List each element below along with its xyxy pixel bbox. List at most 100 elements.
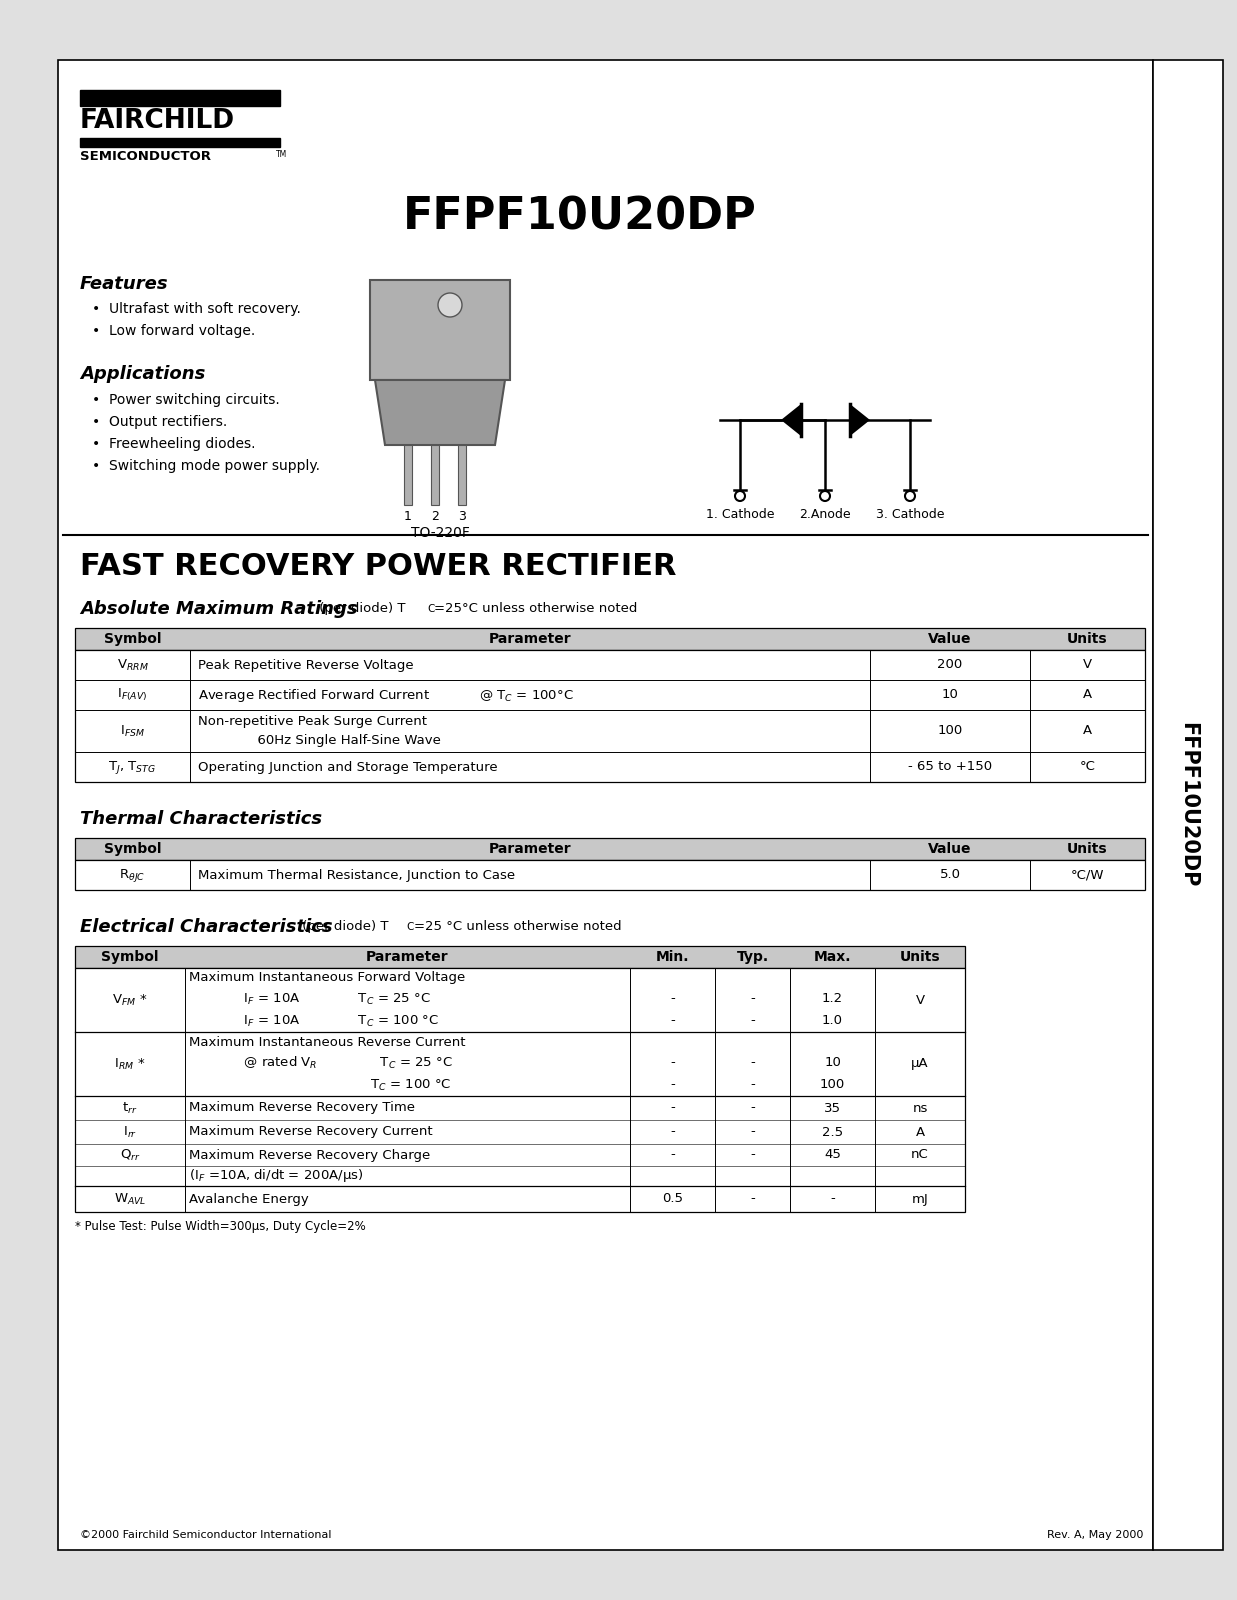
Text: FAST RECOVERY POWER RECTIFIER: FAST RECOVERY POWER RECTIFIER [80, 552, 677, 581]
Text: Absolute Maximum Ratings: Absolute Maximum Ratings [80, 600, 357, 618]
Bar [75, 968, 965, 1213]
Bar [75, 946, 965, 968]
Text: 10: 10 [941, 688, 959, 701]
Text: 200: 200 [938, 659, 962, 672]
Text: 1.2: 1.2 [821, 992, 844, 1005]
Bar [430, 445, 439, 506]
Text: -: - [670, 1101, 675, 1115]
Text: •  Power switching circuits.: • Power switching circuits. [92, 394, 280, 406]
Text: •  Ultrafast with soft recovery.: • Ultrafast with soft recovery. [92, 302, 301, 317]
Text: I$_F$ = 10A              T$_C$ = 100 °C: I$_F$ = 10A T$_C$ = 100 °C [189, 1013, 439, 1029]
Text: -: - [670, 1014, 675, 1027]
Text: Min.: Min. [656, 950, 689, 963]
Circle shape [905, 491, 915, 501]
Text: -: - [750, 992, 755, 1005]
Text: -: - [750, 1192, 755, 1205]
Text: °C/W: °C/W [1071, 869, 1105, 882]
Text: μA: μA [912, 1058, 929, 1070]
Text: 100: 100 [938, 725, 962, 738]
Text: Value: Value [928, 632, 972, 646]
Polygon shape [850, 403, 870, 435]
Bar [458, 445, 466, 506]
Text: Symbol: Symbol [104, 842, 161, 856]
Text: 2.Anode: 2.Anode [799, 509, 851, 522]
Text: Maximum Reverse Recovery Charge: Maximum Reverse Recovery Charge [189, 1149, 430, 1162]
Text: Maximum Instantaneous Reverse Current: Maximum Instantaneous Reverse Current [189, 1035, 465, 1048]
Text: nC: nC [912, 1149, 929, 1162]
Polygon shape [781, 403, 802, 435]
Text: (I$_F$ =10A, di/dt = 200A/μs): (I$_F$ =10A, di/dt = 200A/μs) [189, 1168, 364, 1184]
Text: 1.0: 1.0 [823, 1014, 842, 1027]
Text: Electrical Characteristics: Electrical Characteristics [80, 918, 333, 936]
Text: I$_{rr}$: I$_{rr}$ [122, 1125, 137, 1139]
Text: Avalanche Energy: Avalanche Energy [189, 1192, 309, 1205]
Bar [58, 59, 1153, 1550]
Text: TO-220F: TO-220F [411, 526, 469, 541]
Text: R$_{\theta JC}$: R$_{\theta JC}$ [120, 867, 146, 883]
Text: 5.0: 5.0 [939, 869, 960, 882]
Text: Value: Value [928, 842, 972, 856]
Text: SEMICONDUCTOR: SEMICONDUCTOR [80, 150, 212, 163]
Text: -: - [750, 1101, 755, 1115]
Text: Non-repetitive Peak Surge Current: Non-repetitive Peak Surge Current [198, 715, 427, 728]
Text: C: C [427, 603, 434, 614]
Text: -: - [750, 1014, 755, 1027]
Text: Units: Units [899, 950, 940, 963]
Text: -: - [750, 1056, 755, 1069]
Text: -: - [670, 992, 675, 1005]
Polygon shape [375, 379, 505, 445]
Text: Max.: Max. [814, 950, 851, 963]
Text: -: - [670, 1056, 675, 1069]
Text: •  Freewheeling diodes.: • Freewheeling diodes. [92, 437, 256, 451]
Bar [75, 627, 1145, 650]
Text: ©2000 Fairchild Semiconductor International: ©2000 Fairchild Semiconductor Internatio… [80, 1530, 332, 1539]
Text: (per diode) T: (per diode) T [298, 920, 388, 933]
Text: 10: 10 [824, 1056, 841, 1069]
Text: 60Hz Single Half-Sine Wave: 60Hz Single Half-Sine Wave [198, 734, 440, 747]
Text: Maximum Reverse Recovery Time: Maximum Reverse Recovery Time [189, 1101, 414, 1115]
Bar [404, 445, 412, 506]
Bar [370, 280, 510, 379]
Text: Maximum Thermal Resistance, Junction to Case: Maximum Thermal Resistance, Junction to … [198, 869, 515, 882]
Text: -: - [670, 1078, 675, 1091]
Text: I$_{F(AV)}$: I$_{F(AV)}$ [118, 686, 147, 704]
Text: Parameter: Parameter [489, 632, 571, 646]
Text: -: - [830, 1192, 835, 1205]
Text: =25 °C unless otherwise noted: =25 °C unless otherwise noted [414, 920, 622, 933]
Text: * Pulse Test: Pulse Width=300μs, Duty Cycle=2%: * Pulse Test: Pulse Width=300μs, Duty Cy… [75, 1219, 366, 1234]
Text: Average Rectified Forward Current            @ T$_C$ = 100°C: Average Rectified Forward Current @ T$_C… [198, 686, 574, 704]
Text: - 65 to +150: - 65 to +150 [908, 760, 992, 773]
Bar [80, 90, 280, 106]
Text: C: C [406, 922, 413, 931]
Text: 1. Cathode: 1. Cathode [706, 509, 774, 522]
Text: 100: 100 [820, 1078, 845, 1091]
Circle shape [438, 293, 461, 317]
Text: I$_{RM}$ *: I$_{RM}$ * [114, 1056, 146, 1072]
Text: •  Low forward voltage.: • Low forward voltage. [92, 323, 255, 338]
Text: 2.5: 2.5 [821, 1125, 844, 1139]
Text: mJ: mJ [912, 1192, 929, 1205]
Text: Units: Units [1068, 842, 1108, 856]
Bar [75, 650, 1145, 782]
Circle shape [735, 491, 745, 501]
Text: Q$_{rr}$: Q$_{rr}$ [120, 1147, 140, 1163]
Text: A: A [1082, 688, 1092, 701]
Text: t$_{rr}$: t$_{rr}$ [122, 1101, 137, 1115]
Text: Typ.: Typ. [736, 950, 768, 963]
Text: 2: 2 [430, 510, 439, 523]
Text: -: - [670, 1149, 675, 1162]
Text: Thermal Characteristics: Thermal Characteristics [80, 810, 322, 829]
Text: Units: Units [1068, 632, 1108, 646]
Text: 1: 1 [404, 510, 412, 523]
Text: FAIRCHILD: FAIRCHILD [80, 109, 235, 134]
Bar [80, 138, 280, 147]
Text: W$_{AVL}$: W$_{AVL}$ [114, 1192, 146, 1206]
Text: V: V [1082, 659, 1092, 672]
Text: Symbol: Symbol [101, 950, 158, 963]
Text: Applications: Applications [80, 365, 205, 382]
Text: Features: Features [80, 275, 168, 293]
Bar [75, 861, 1145, 890]
Text: T$_C$ = 100 °C: T$_C$ = 100 °C [189, 1077, 452, 1093]
Text: FFPF10U20DP: FFPF10U20DP [403, 195, 757, 238]
Text: Operating Junction and Storage Temperature: Operating Junction and Storage Temperatu… [198, 760, 497, 773]
